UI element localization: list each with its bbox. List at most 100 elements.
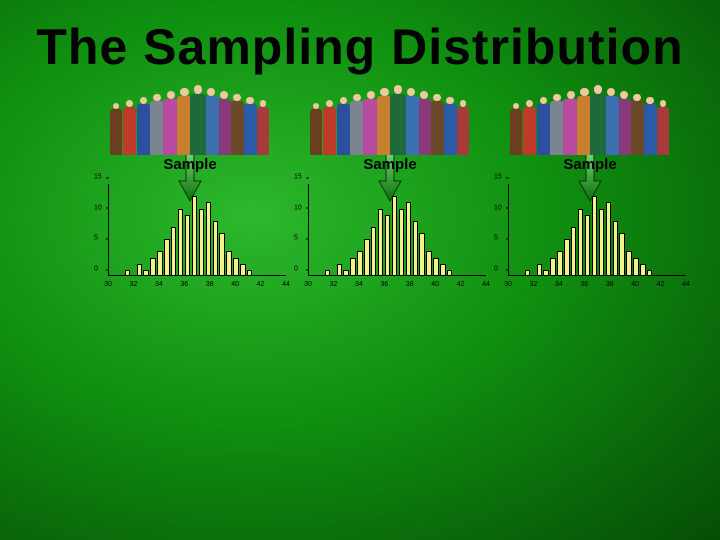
histogram-bar xyxy=(406,202,411,276)
histogram-chart: 0510153032343638404244 xyxy=(90,180,290,290)
person-figure xyxy=(430,94,444,155)
histogram-bar xyxy=(171,227,176,276)
histogram-bar xyxy=(337,264,342,276)
histogram-bar xyxy=(206,202,211,276)
histogram-bar xyxy=(626,251,631,276)
chart-axes xyxy=(108,184,286,276)
bars-group xyxy=(310,184,482,276)
x-tick-label: 36 xyxy=(380,281,388,288)
histogram-bar xyxy=(585,215,590,276)
histogram-chart: 0510153032343638404244 xyxy=(290,180,490,290)
histogram-bar xyxy=(433,258,438,276)
person-figure xyxy=(537,97,550,155)
histogram-bar xyxy=(364,239,369,276)
histogram-bar xyxy=(619,233,624,276)
x-tick-label: 40 xyxy=(231,281,239,288)
sample-label: Sample xyxy=(90,156,290,173)
histogram-bar xyxy=(247,270,252,276)
x-tick-label: 30 xyxy=(304,281,312,288)
x-tick-label: 42 xyxy=(257,281,265,288)
slide-root: The Sampling Distribution Sample05101530… xyxy=(0,0,720,540)
x-tick-label: 42 xyxy=(657,281,665,288)
histogram-bar xyxy=(219,233,224,276)
histogram-bar xyxy=(343,270,348,276)
histogram-bar xyxy=(557,251,562,276)
x-tick-label: 34 xyxy=(155,281,163,288)
x-tick-label: 34 xyxy=(555,281,563,288)
y-tick-label: 10 xyxy=(294,204,302,211)
histogram-bar xyxy=(599,209,604,276)
sample-label: Sample xyxy=(490,156,690,173)
y-tick-label: 5 xyxy=(94,235,98,242)
x-tick-label: 38 xyxy=(606,281,614,288)
y-tick-label: 0 xyxy=(494,266,498,273)
person-figure xyxy=(110,103,122,156)
person-figure xyxy=(310,103,322,156)
histogram-bar xyxy=(578,209,583,276)
x-tick-label: 38 xyxy=(206,281,214,288)
histogram-chart: 0510153032343638404244 xyxy=(490,180,690,290)
histogram-bar xyxy=(447,270,452,276)
person-figure xyxy=(617,91,632,155)
person-figure xyxy=(590,85,606,155)
histogram-bar xyxy=(157,251,162,276)
x-tick-label: 32 xyxy=(330,281,338,288)
people-group xyxy=(310,70,470,155)
person-figure xyxy=(417,91,432,155)
histogram-bar xyxy=(640,264,645,276)
histogram-bar xyxy=(185,215,190,276)
histogram-bar xyxy=(399,209,404,276)
histogram-bar xyxy=(543,270,548,276)
histogram-bar xyxy=(137,264,142,276)
person-figure xyxy=(150,94,164,155)
histogram-bar xyxy=(357,251,362,276)
histogram-bar xyxy=(385,215,390,276)
person-figure xyxy=(657,100,670,155)
chart-axes xyxy=(308,184,486,276)
x-tick-label: 40 xyxy=(431,281,439,288)
y-tick-label: 5 xyxy=(294,235,298,242)
person-figure xyxy=(510,103,522,156)
x-tick-label: 44 xyxy=(282,281,290,288)
histogram-bar xyxy=(378,209,383,276)
histogram-bar xyxy=(240,264,245,276)
histogram-bar xyxy=(525,270,530,276)
histogram-bar xyxy=(350,258,355,276)
x-tick-label: 36 xyxy=(580,281,588,288)
x-tick-label: 30 xyxy=(504,281,512,288)
person-figure xyxy=(217,91,232,155)
person-figure xyxy=(190,85,206,155)
y-tick-label: 0 xyxy=(294,266,298,273)
bars-group xyxy=(110,184,282,276)
person-figure xyxy=(350,94,364,155)
histogram-bar xyxy=(192,196,197,276)
x-tick-label: 38 xyxy=(406,281,414,288)
histogram-bar xyxy=(537,264,542,276)
person-figure xyxy=(643,97,656,155)
histogram-bar xyxy=(371,227,376,276)
x-tick-label: 34 xyxy=(355,281,363,288)
histogram-bar xyxy=(606,202,611,276)
y-tick-label: 5 xyxy=(494,235,498,242)
person-figure xyxy=(123,100,136,155)
person-figure xyxy=(457,100,470,155)
x-tick-label: 32 xyxy=(130,281,138,288)
histogram-bar xyxy=(178,209,183,276)
histogram-bar xyxy=(199,209,204,276)
histogram-bar xyxy=(213,221,218,276)
histogram-bar xyxy=(419,233,424,276)
sample-label: Sample xyxy=(290,156,490,173)
histogram-bar xyxy=(413,221,418,276)
histogram-bar xyxy=(440,264,445,276)
histogram-bar xyxy=(633,258,638,276)
histogram-bar xyxy=(647,270,652,276)
person-figure xyxy=(523,100,536,155)
y-tick-label: 15 xyxy=(94,174,102,181)
people-group xyxy=(110,70,270,155)
y-tick-label: 10 xyxy=(494,204,502,211)
histogram-bar xyxy=(564,239,569,276)
y-tick-label: 0 xyxy=(94,266,98,273)
histogram-bar xyxy=(392,196,397,276)
histogram-bar xyxy=(150,258,155,276)
person-figure xyxy=(137,97,150,155)
